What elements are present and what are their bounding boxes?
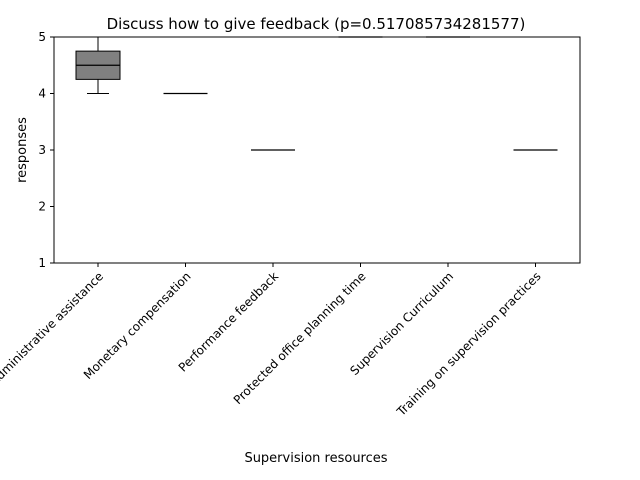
y-tick-label: 2: [38, 200, 46, 214]
x-tick-label: Training on supervision practices: [394, 269, 544, 419]
x-axis-label: Supervision resources: [244, 451, 387, 466]
x-tick-label: Supervision Curriculum: [347, 269, 456, 378]
chart-title: Discuss how to give feedback (p=0.517085…: [107, 15, 526, 33]
y-tick-label: 1: [38, 256, 46, 270]
x-tick-label: Performance feedback: [176, 269, 281, 374]
y-tick-label: 3: [38, 143, 46, 157]
y-tick-label: 5: [38, 30, 46, 44]
y-tick-label: 4: [38, 87, 46, 101]
plot-area: [53, 36, 581, 264]
y-axis-label: responses: [15, 117, 30, 183]
